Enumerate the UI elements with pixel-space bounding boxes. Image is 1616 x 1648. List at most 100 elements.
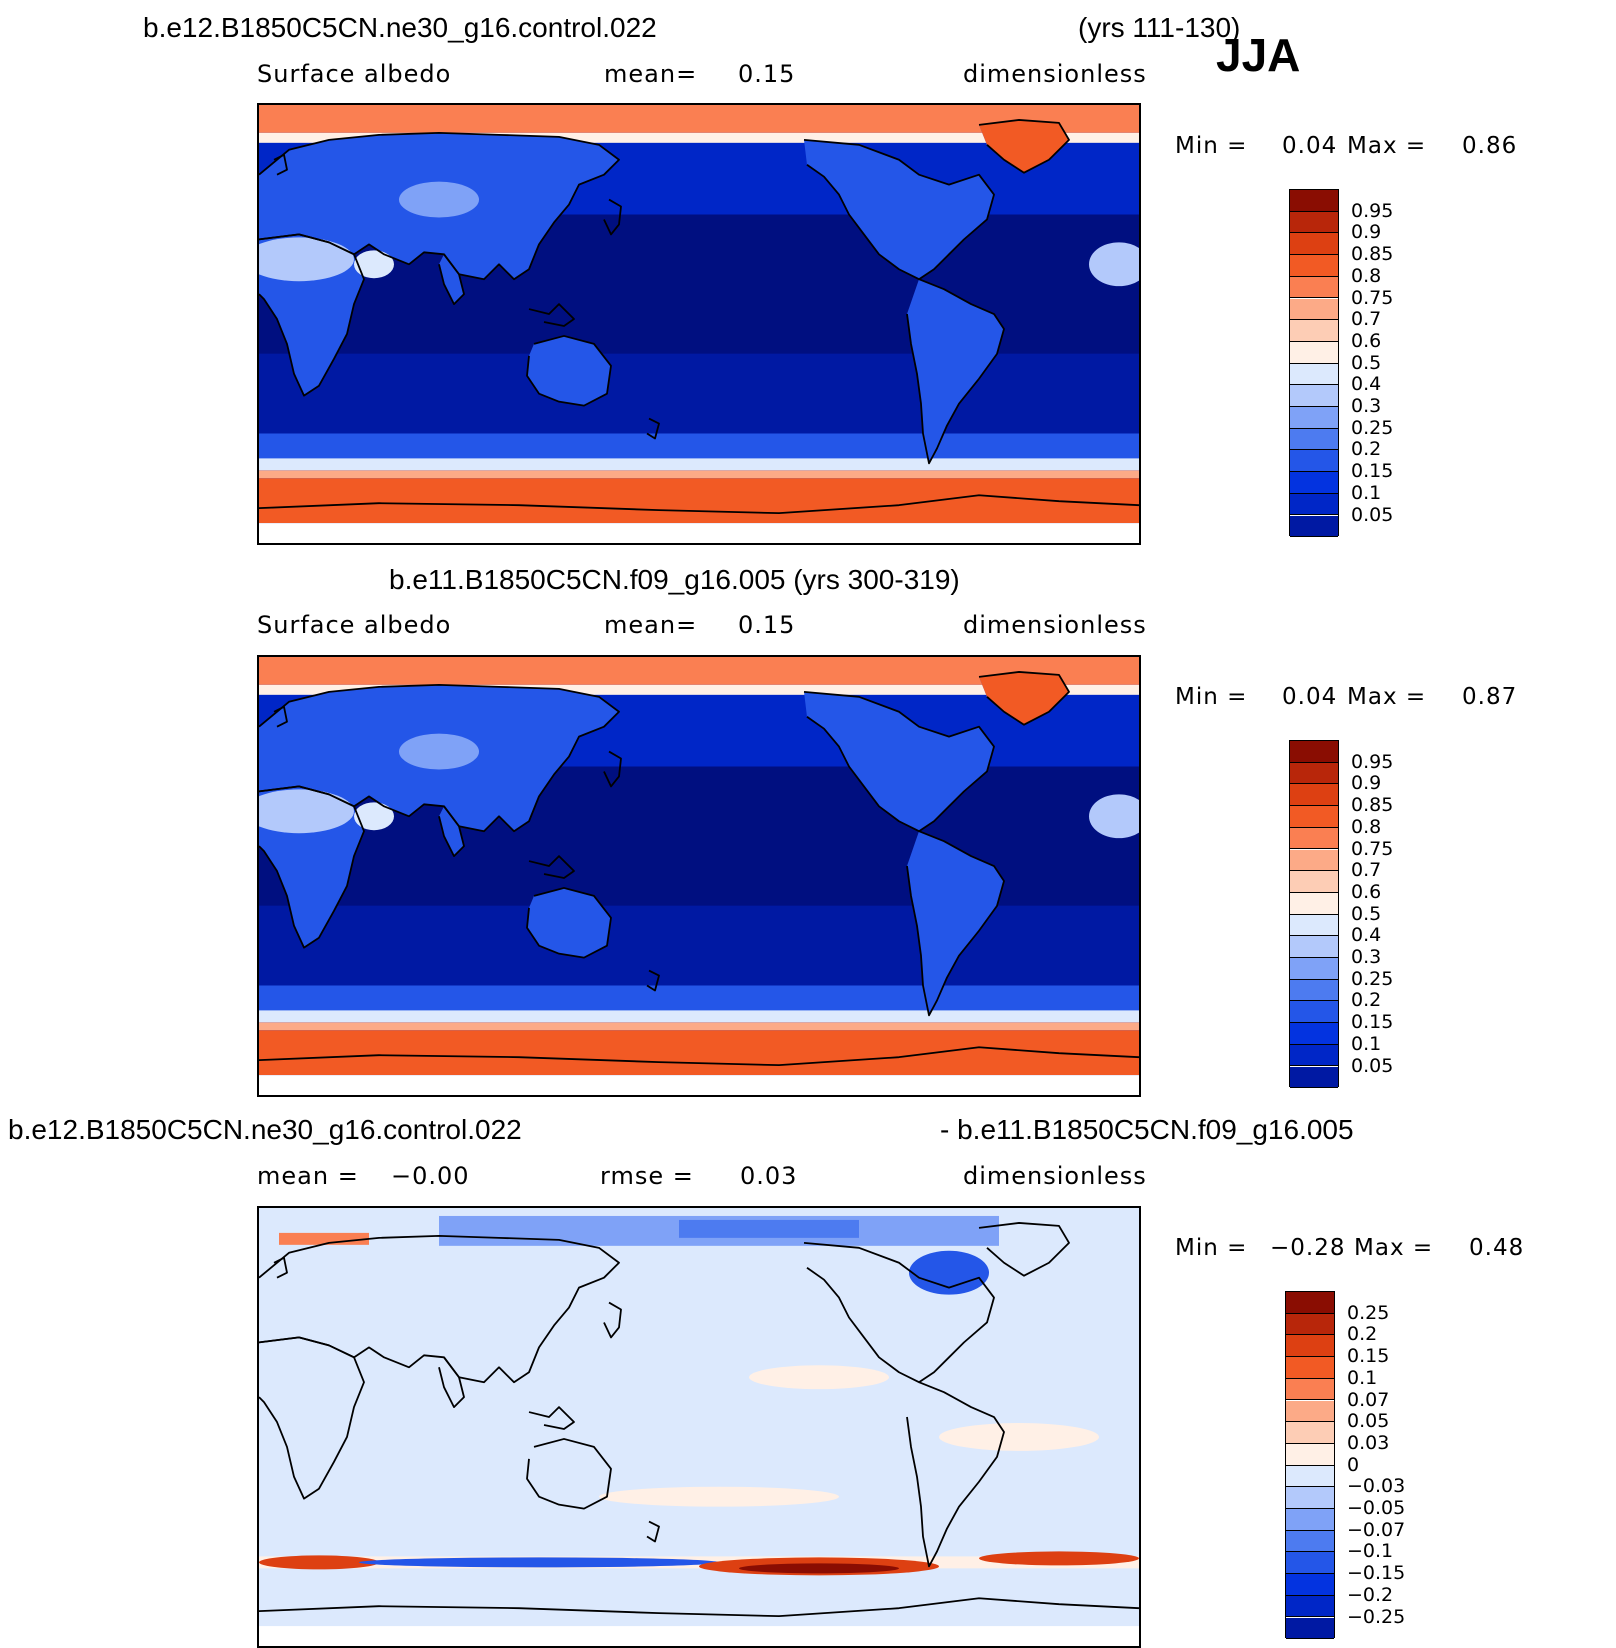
colorbar-tick-label: 0.85 bbox=[1351, 243, 1394, 266]
colorbar-swatch bbox=[1286, 1378, 1334, 1401]
panel1-case-title: b.e12.B1850C5CN.ne30_g16.control.022 bbox=[143, 12, 657, 43]
colorbar-swatch bbox=[1290, 428, 1338, 451]
colorbar-swatch bbox=[1290, 320, 1338, 342]
colorbar-swatch bbox=[1290, 741, 1338, 763]
colorbar-swatch bbox=[1290, 211, 1338, 234]
colorbar-tick-label: 0.4 bbox=[1351, 924, 1382, 947]
colorbar-swatch bbox=[1290, 255, 1338, 277]
panel2-variable-name: Surface albedo bbox=[257, 611, 452, 639]
colorbar-tick-label: 0.6 bbox=[1351, 329, 1382, 352]
colorbar-tick-label: 0.5 bbox=[1351, 902, 1382, 925]
colorbar-swatch bbox=[1286, 1617, 1334, 1640]
colorbar-tick-label: 0.15 bbox=[1351, 460, 1394, 483]
colorbar-swatch bbox=[1286, 1443, 1334, 1466]
colorbar-swatch bbox=[1290, 385, 1338, 407]
colorbar-swatch bbox=[1286, 1422, 1334, 1444]
colorbar-tick-label: 0.5 bbox=[1351, 351, 1382, 374]
colorbar-swatch bbox=[1286, 1509, 1334, 1531]
colorbar-swatch bbox=[1290, 298, 1338, 321]
panel1-max-value: 0.86 bbox=[1462, 133, 1518, 159]
panel3-units: dimensionless bbox=[963, 1162, 1147, 1190]
colorbar-swatch bbox=[1290, 190, 1338, 212]
colorbar-tick-label: 0.4 bbox=[1351, 373, 1382, 396]
colorbar-tick-label: 0.7 bbox=[1351, 308, 1382, 331]
colorbar-tick-label: 0.05 bbox=[1351, 1054, 1394, 1077]
colorbar-tick-label: 0.2 bbox=[1351, 438, 1382, 461]
colorbar-tick-label: 0.15 bbox=[1351, 1011, 1394, 1034]
panel3-max-value: 0.48 bbox=[1469, 1235, 1525, 1261]
colorbar-swatch bbox=[1290, 233, 1338, 256]
colorbar-swatch bbox=[1290, 407, 1338, 429]
colorbar-swatch bbox=[1290, 806, 1338, 828]
panel3-min-value: −0.28 bbox=[1270, 1235, 1346, 1261]
panel1-max-label: Max = bbox=[1347, 133, 1427, 159]
colorbar-swatch bbox=[1290, 762, 1338, 785]
panel2-min-label: Min = bbox=[1175, 684, 1248, 710]
colorbar-tick-label: 0.85 bbox=[1351, 794, 1394, 817]
colorbar-tick-label: 0.3 bbox=[1351, 946, 1382, 968]
colorbar-swatch bbox=[1290, 515, 1338, 538]
colorbar-swatch bbox=[1290, 827, 1338, 850]
colorbar-tick-label: 0.2 bbox=[1351, 989, 1382, 1012]
season-label: JJA bbox=[1216, 29, 1301, 81]
panel3-map bbox=[257, 1206, 1141, 1648]
colorbar-swatch bbox=[1286, 1313, 1334, 1336]
colorbar-swatch bbox=[1286, 1335, 1334, 1358]
colorbar-tick-label: 0.05 bbox=[1347, 1410, 1390, 1433]
panel1-map bbox=[257, 103, 1141, 545]
panel1-min-label: Min = bbox=[1175, 133, 1248, 159]
colorbar-tick-label: −0.2 bbox=[1347, 1583, 1394, 1606]
colorbar-swatch bbox=[1290, 1001, 1338, 1024]
colorbar-swatch bbox=[1290, 892, 1338, 915]
panel3-rmse-value: 0.03 bbox=[740, 1162, 798, 1190]
colorbar-tick-label: 0.05 bbox=[1351, 503, 1394, 526]
colorbar-tick-label: 0.25 bbox=[1347, 1301, 1390, 1324]
panel3-mean-label: mean = bbox=[257, 1162, 359, 1190]
panel2-max-label: Max = bbox=[1347, 684, 1427, 710]
colorbar-swatch bbox=[1286, 1292, 1334, 1314]
colorbar-box bbox=[1289, 740, 1339, 1089]
panel1-units: dimensionless bbox=[963, 60, 1147, 88]
colorbar-swatch bbox=[1286, 1595, 1334, 1618]
panel1-map-svg bbox=[259, 105, 1139, 543]
colorbar-tick-label: 0.95 bbox=[1351, 199, 1394, 222]
colorbar-swatch bbox=[1290, 784, 1338, 807]
panel3-case-right: - b.e11.B1850C5CN.f09_g16.005 bbox=[940, 1114, 1354, 1145]
colorbar-tick-label: −0.25 bbox=[1347, 1605, 1406, 1628]
colorbar-swatch bbox=[1290, 914, 1338, 937]
colorbar-swatch bbox=[1290, 871, 1338, 893]
colorbar-swatch bbox=[1290, 341, 1338, 364]
colorbar-swatch bbox=[1286, 1574, 1334, 1596]
colorbar-swatch bbox=[1286, 1530, 1334, 1553]
panel1-mean-label: mean= bbox=[604, 60, 698, 88]
colorbar-tick-label: −0.07 bbox=[1347, 1518, 1406, 1541]
colorbar-tick-label: 0.1 bbox=[1347, 1366, 1378, 1389]
colorbar-tick-label: −0.03 bbox=[1347, 1475, 1406, 1498]
colorbar-swatch bbox=[1290, 849, 1338, 872]
colorbar-tick-label: 0.07 bbox=[1347, 1388, 1390, 1411]
colorbar-swatch bbox=[1290, 1023, 1338, 1045]
colorbar-swatch bbox=[1290, 958, 1338, 980]
panel3-map-svg bbox=[259, 1208, 1139, 1646]
colorbar-swatch bbox=[1286, 1465, 1334, 1488]
colorbar-box bbox=[1285, 1291, 1335, 1640]
panel2-map bbox=[257, 655, 1141, 1097]
colorbar-tick-label: 0 bbox=[1347, 1453, 1360, 1476]
colorbar-tick-label: 0.9 bbox=[1351, 221, 1382, 244]
panel1-variable-name: Surface albedo bbox=[257, 60, 452, 88]
panel3-rmse-label: rmse = bbox=[600, 1162, 694, 1190]
colorbar-tick-label: 0.1 bbox=[1351, 1032, 1382, 1055]
colorbar-tick-label: 0.3 bbox=[1351, 395, 1382, 417]
colorbar-swatch bbox=[1286, 1357, 1334, 1379]
colorbar-swatch bbox=[1290, 1044, 1338, 1067]
colorbar-tick-label: 0.7 bbox=[1351, 859, 1382, 882]
colorbar-tick-label: −0.1 bbox=[1347, 1540, 1394, 1563]
colorbar-tick-label: 0.15 bbox=[1347, 1345, 1390, 1368]
colorbar-tick-label: 0.8 bbox=[1351, 264, 1382, 287]
panel2-case-title: b.e11.B1850C5CN.f09_g16.005 (yrs 300-319… bbox=[389, 564, 960, 595]
colorbar-tick-label: 0.2 bbox=[1347, 1323, 1378, 1346]
colorbar-tick-label: 0.25 bbox=[1351, 967, 1394, 990]
colorbar-tick-label: 0.75 bbox=[1351, 286, 1394, 309]
colorbar-tick-label: 0.75 bbox=[1351, 837, 1394, 860]
colorbar-swatch bbox=[1286, 1400, 1334, 1423]
